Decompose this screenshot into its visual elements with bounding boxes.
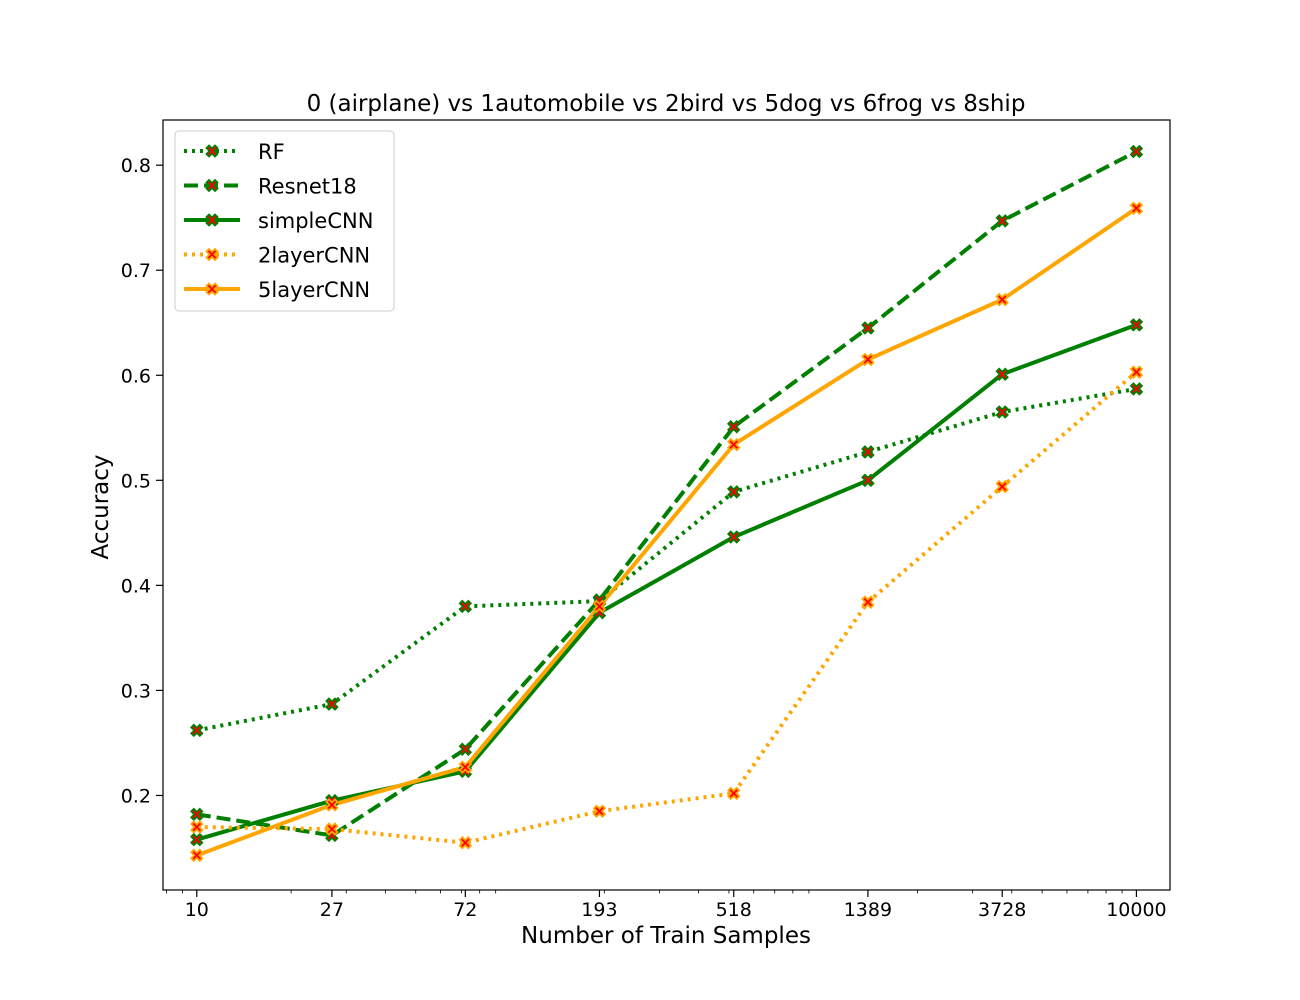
legend-item: simpleCNN: [184, 209, 373, 233]
data-point-rf: [458, 599, 473, 614]
x-tick-label: 1389: [844, 899, 892, 921]
data-point-rf: [325, 697, 339, 711]
x-tick-label: 193: [581, 899, 617, 921]
y-tick-label: 0.7: [121, 260, 151, 282]
series-line-2layercnn: [196, 370, 1138, 845]
data-point-2layercnn: [995, 479, 1009, 494]
data-point-2layercnn: [190, 820, 204, 834]
legend-label: 2layerCNN: [258, 244, 370, 268]
plot-frame: [162, 119, 1171, 891]
y-tick-label: 0.6: [121, 365, 151, 387]
x-axis: 10 27 72 193 518 1389 3728 10000: [185, 890, 1167, 921]
data-point-5layercnn: [995, 292, 1009, 307]
data-point-resnet18: [726, 419, 741, 434]
legend-label: 5layerCNN: [258, 278, 370, 302]
legend-box: [174, 130, 395, 312]
legend-item: 5layerCNN: [184, 278, 370, 302]
data-point-5layercnn: [190, 848, 204, 863]
x-tick-label: 518: [716, 899, 752, 921]
legend-marker: [205, 178, 219, 193]
x-tick-label: 72: [453, 899, 477, 921]
data-point-resnet18: [861, 321, 875, 335]
legend-label: Resnet18: [258, 175, 357, 199]
data-point-resnet18: [190, 807, 204, 822]
data-point-rf: [1129, 382, 1144, 396]
legend-item: Resnet18: [184, 175, 357, 199]
y-axis-label: Accuracy: [88, 454, 114, 559]
data-point-rf: [190, 723, 204, 738]
x-tick-label: 3728: [978, 899, 1026, 921]
data-point-simplecnn: [1129, 318, 1144, 332]
data-point-2layercnn: [325, 822, 339, 836]
y-tick-label: 0.8: [121, 155, 151, 177]
data-point-5layercnn: [592, 599, 607, 614]
y-tick-label: 0.5: [121, 470, 151, 492]
legend-marker: [205, 144, 219, 158]
chart-title: 0 (airplane) vs 1automobile vs 2bird vs …: [307, 91, 1026, 117]
data-point-simplecnn: [190, 832, 204, 847]
series-lines: [196, 149, 1138, 858]
legend-label: simpleCNN: [258, 209, 373, 233]
x-tick-label: 10000: [1106, 899, 1166, 921]
data-point-resnet18: [458, 742, 473, 757]
data-point-2layercnn: [458, 835, 473, 850]
legend-label: RF: [258, 140, 285, 164]
data-point-resnet18: [1129, 144, 1144, 159]
data-point-5layercnn: [726, 437, 741, 452]
data-point-5layercnn: [1129, 201, 1144, 216]
legend-marker: [205, 247, 219, 262]
data-point-2layercnn: [592, 804, 607, 818]
data-point-5layercnn: [325, 798, 339, 812]
legend-item: RF: [184, 140, 285, 164]
data-point-simplecnn: [995, 367, 1009, 381]
series-markers: [190, 144, 1144, 863]
legend-item: 2layerCNN: [184, 244, 370, 268]
y-tick-label: 0.3: [121, 680, 151, 702]
legend-marker: [205, 282, 219, 296]
data-point-5layercnn: [861, 352, 875, 367]
y-tick-label: 0.4: [121, 575, 151, 597]
x-axis-label: Number of Train Samples: [521, 923, 811, 949]
legend: RF Resnet18 simpleCNN 2layerCNN 5layerCNN: [174, 130, 395, 312]
x-tick-label: 10: [185, 899, 209, 921]
series-line-resnet18: [196, 149, 1138, 838]
x-tick-label: 27: [320, 899, 344, 921]
series-line-5layercnn: [196, 206, 1138, 858]
data-point-resnet18: [995, 214, 1009, 228]
data-point-5layercnn: [458, 760, 473, 774]
data-point-rf: [726, 485, 741, 499]
data-point-2layercnn: [726, 786, 741, 801]
data-point-rf: [861, 445, 875, 459]
data-point-rf: [995, 405, 1009, 419]
data-point-simplecnn: [861, 473, 875, 488]
y-tick-label: 0.2: [121, 785, 151, 807]
data-point-simplecnn: [726, 530, 741, 544]
data-point-2layercnn: [861, 595, 875, 609]
series-line-simplecnn: [196, 322, 1138, 842]
legend-marker: [205, 213, 219, 227]
y-axis: 0.2 0.3 0.4 0.5 0.6 0.7 0.8: [121, 155, 163, 807]
data-point-2layercnn: [1129, 365, 1144, 379]
